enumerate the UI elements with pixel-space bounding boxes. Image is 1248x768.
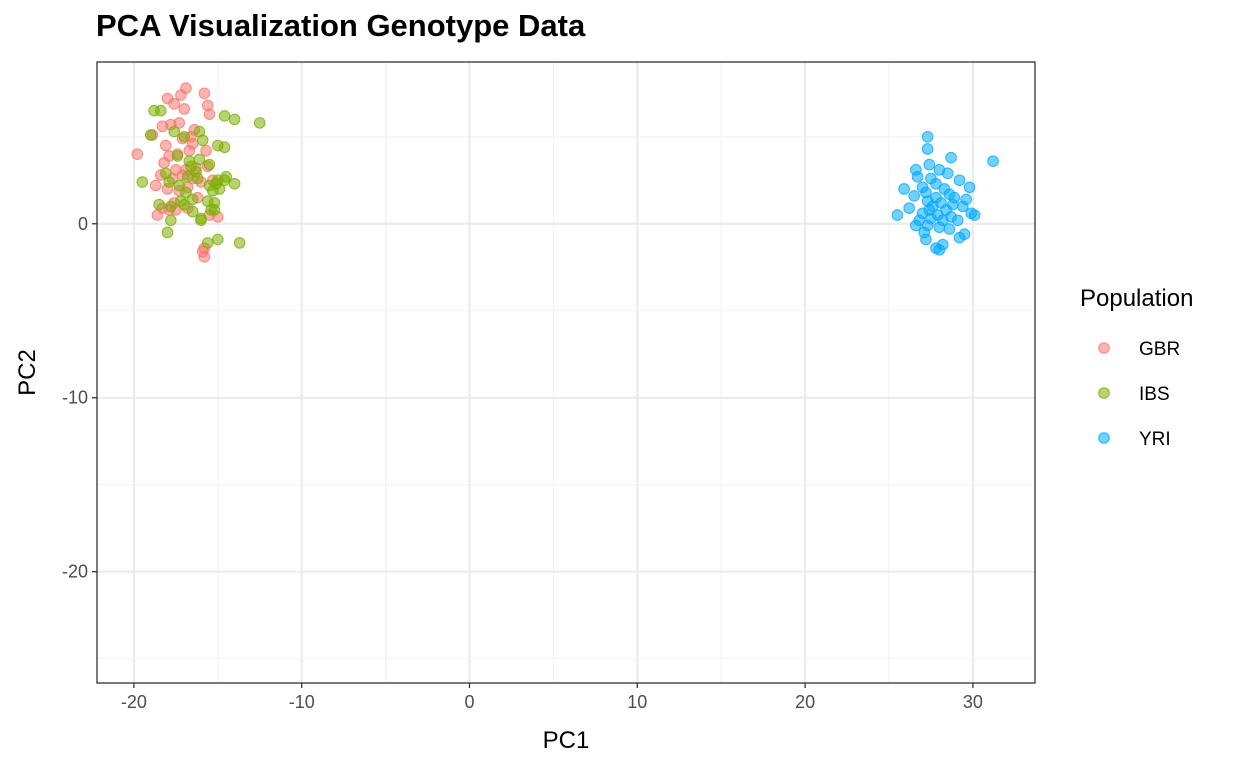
plot-panel [97,62,1035,683]
legend-label: IBS [1139,384,1170,405]
data-point-yri [930,242,942,254]
data-point-ibs [178,130,191,143]
legend-item-ibs: IBS [1098,384,1170,405]
data-points [131,82,999,263]
legend-key [1098,342,1110,354]
x-tick-label: 20 [795,692,815,712]
data-point-ibs [153,198,165,211]
chart-title: PCA Visualization Genotype Data [96,8,586,43]
data-point-ibs [173,179,186,192]
data-point-yri [921,130,934,143]
data-point-ibs [144,129,157,141]
data-point-ibs [201,237,214,249]
data-point-ibs [165,214,177,227]
data-point-yri [933,221,946,234]
data-point-ibs [193,153,206,166]
grid-lines [97,62,1035,683]
data-point-yri [923,158,936,171]
panel-border [96,61,1036,684]
data-point-yri [910,219,922,232]
data-point-ibs [196,134,209,147]
data-point-ibs [180,186,192,199]
data-point-ibs [165,200,177,213]
x-tick-label: -20 [121,692,147,712]
panel-background [97,62,1035,683]
data-point-ibs [168,125,180,138]
data-point-gbr [159,139,172,152]
data-point-gbr [180,82,192,94]
data-point-gbr [200,144,212,157]
data-point-yri [943,223,956,235]
data-point-ibs [186,205,199,218]
y-axis-title: PC2 [14,349,41,396]
series-ibs [136,104,266,249]
data-point-gbr [178,103,191,115]
data-point-ibs [212,233,224,246]
data-point-ibs [195,214,207,227]
data-point-ibs [159,167,172,180]
data-point-yri [952,214,964,227]
data-point-ibs [228,177,241,190]
data-point-gbr [198,251,211,263]
x-tick-label: 0 [465,692,475,712]
data-point-ibs [186,193,199,206]
legend-label: YRI [1139,429,1171,450]
legend-key [1098,432,1110,444]
data-point-yri [930,177,942,190]
legend-item-gbr: GBR [1098,339,1180,360]
legend-item-yri: YRI [1098,429,1171,450]
data-point-yri [963,181,976,194]
data-point-yri [911,171,924,183]
data-point-ibs [178,198,191,211]
data-point-yri [908,190,920,202]
x-tick-label: 30 [963,692,983,712]
legend-title: Population [1080,285,1193,312]
data-point-gbr [158,157,170,169]
x-tick-label: -10 [289,692,315,712]
data-point-ibs [190,165,202,178]
data-point-ibs [233,237,246,249]
data-point-ibs [218,141,231,154]
data-point-gbr [198,87,211,100]
y-tick-label: -10 [62,388,88,408]
data-point-yri [941,167,954,180]
data-point-gbr [168,97,180,110]
axes: -20 -10 0 10 20 30 0 -10 -20 PC1 PC2 [14,214,983,754]
data-point-ibs [203,158,216,171]
data-point-yri [945,151,957,164]
y-tick-label: -20 [62,562,88,582]
data-point-ibs [253,117,266,129]
data-point-yri [953,231,966,244]
data-point-gbr [131,148,144,160]
data-point-yri [921,143,934,155]
series-yri [891,130,999,256]
x-axis-title: PC1 [543,727,590,754]
data-point-ibs [136,176,149,188]
data-point-yri [891,209,904,221]
data-point-ibs [208,204,221,216]
data-point-yri [898,183,910,195]
legend-key [1098,387,1110,399]
data-point-gbr [183,144,196,157]
data-point-ibs [210,177,222,190]
x-tick-label: 10 [627,692,647,712]
data-point-ibs [228,113,241,126]
y-tick-label: 0 [78,214,88,234]
data-point-yri [968,209,981,221]
data-point-yri [987,155,999,167]
data-point-yri [920,233,932,246]
data-point-ibs [171,150,184,162]
data-point-yri [953,174,966,187]
data-point-ibs [161,226,174,239]
data-point-ibs [154,104,167,117]
data-point-gbr [149,179,162,192]
data-point-yri [903,202,915,214]
data-point-yri [957,200,969,213]
data-point-ibs [218,110,231,122]
legend-label: GBR [1139,339,1180,360]
panel-frame [96,61,1036,684]
legend: Population GBR IBS YRI [1080,285,1193,450]
data-point-gbr [203,108,216,120]
